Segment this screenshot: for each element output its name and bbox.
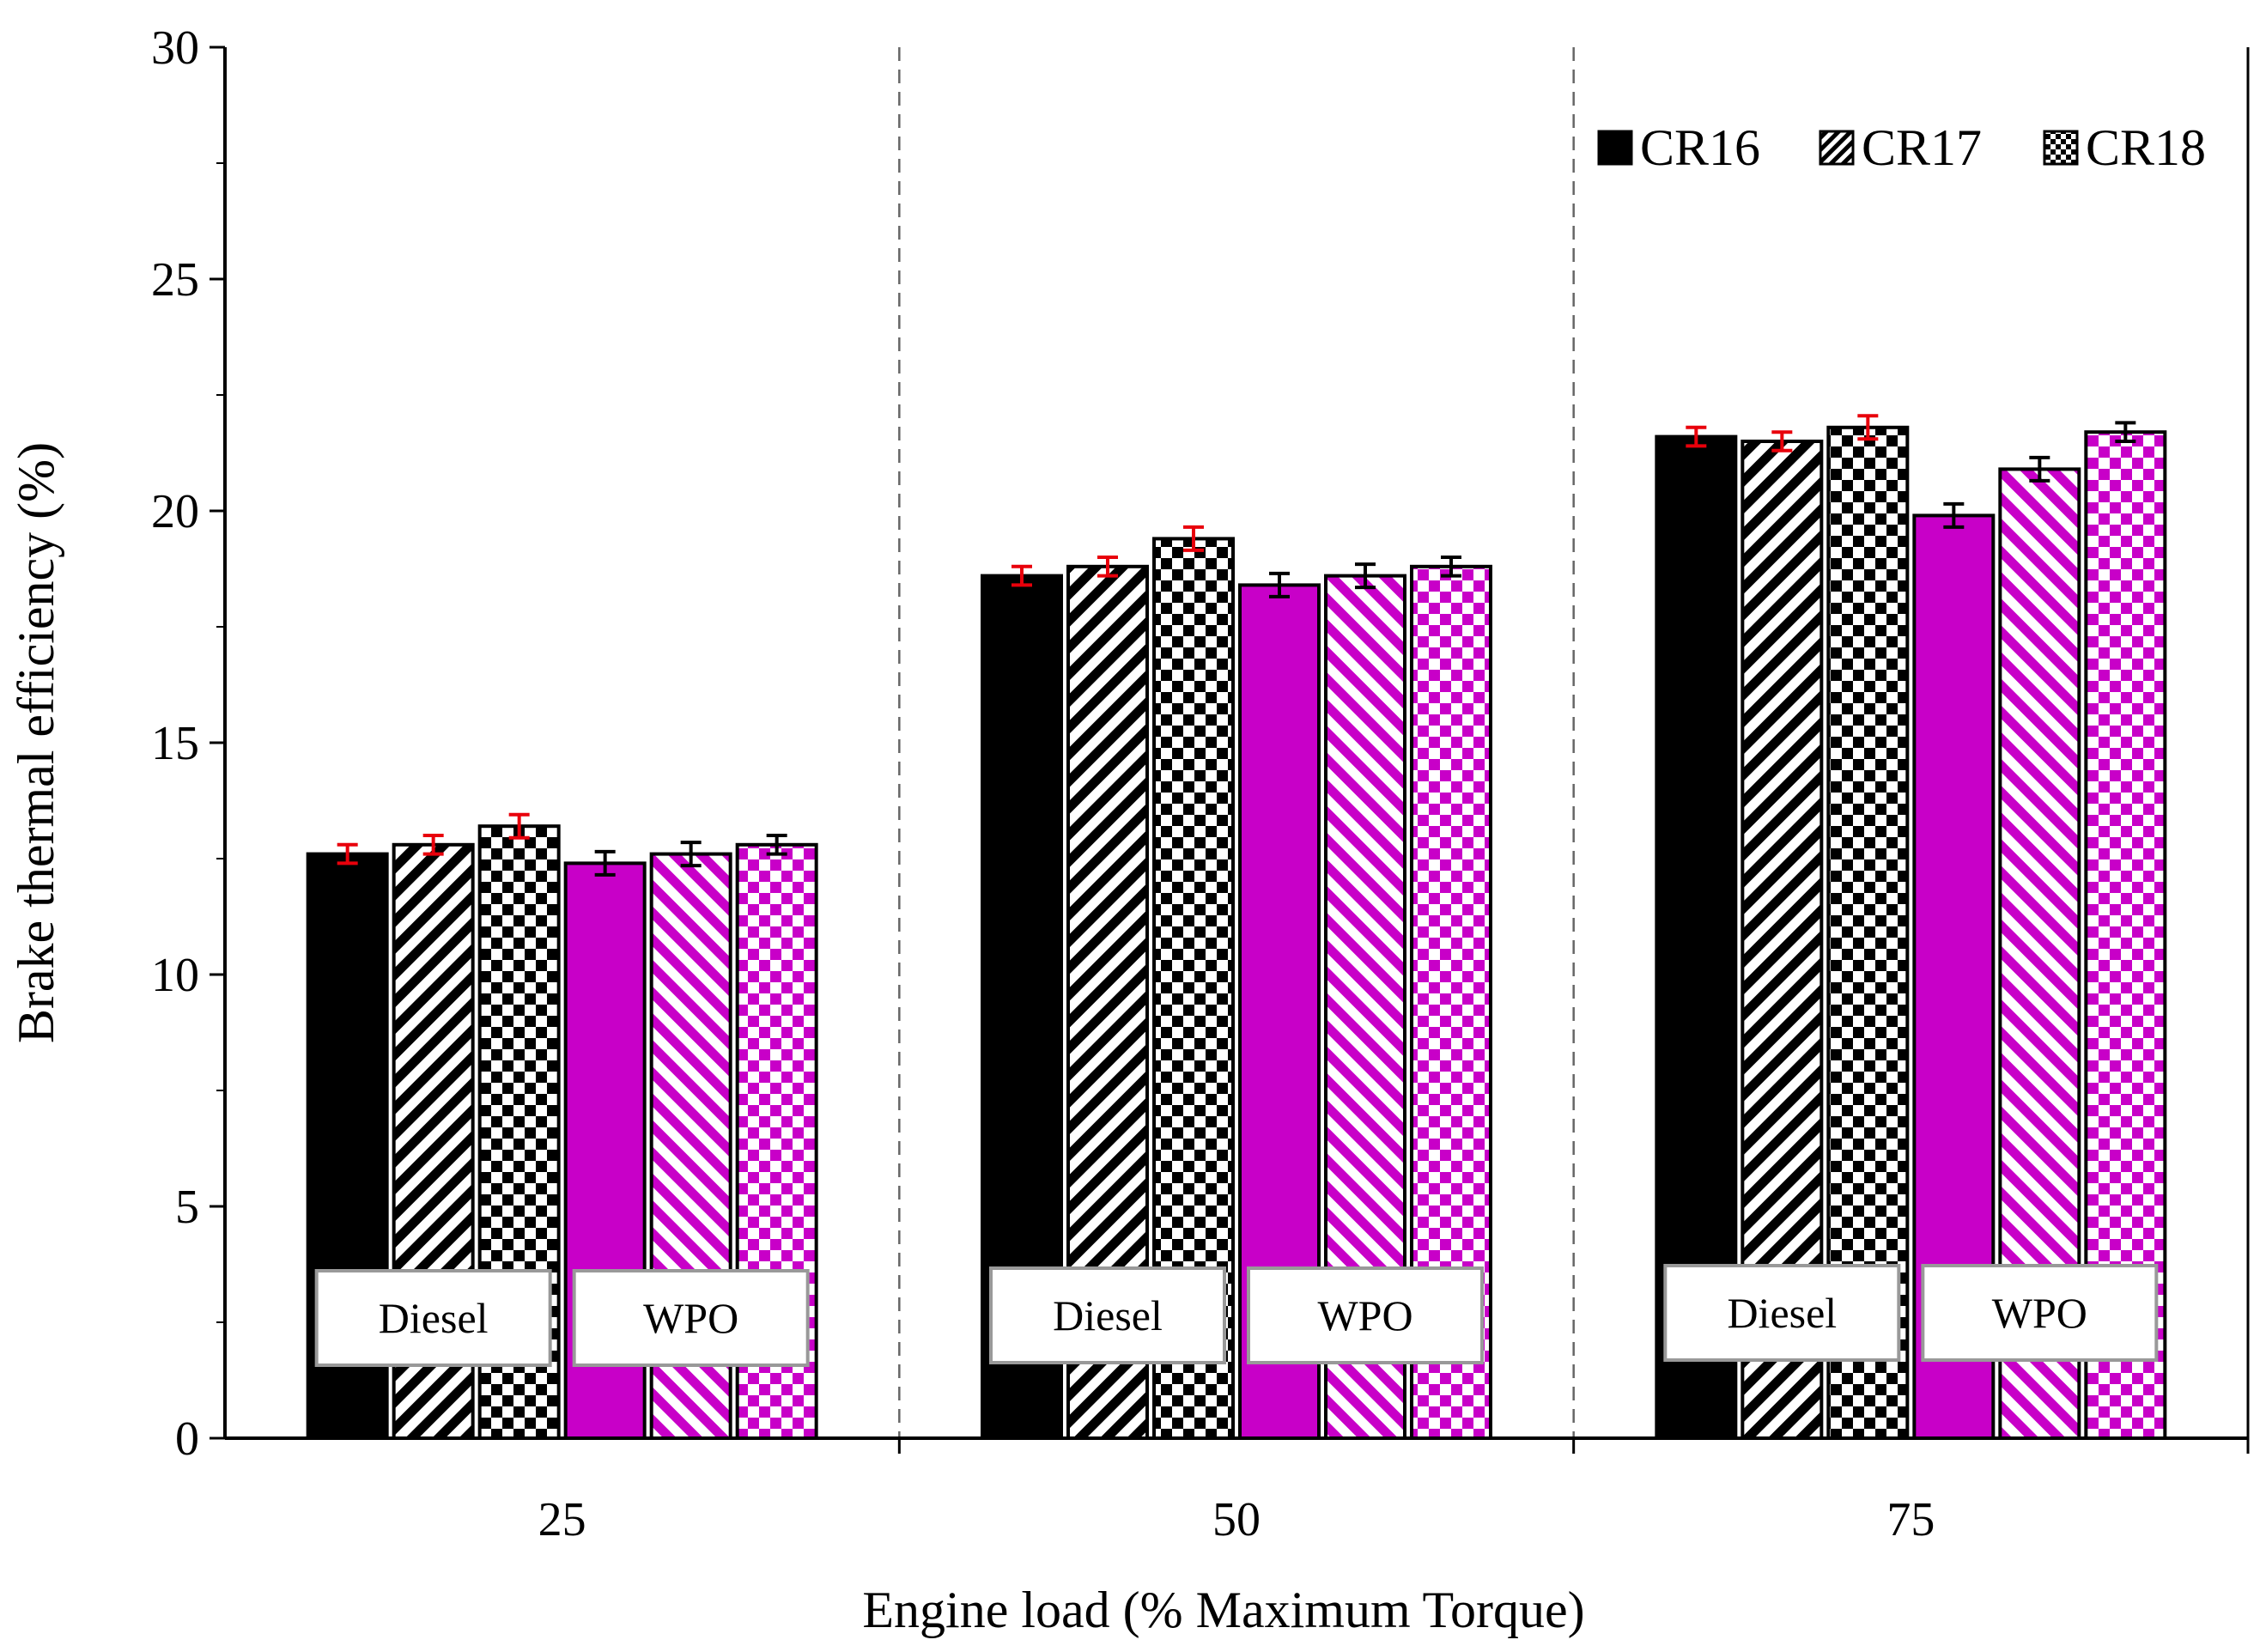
y-tick-label: 0 <box>175 1412 199 1466</box>
x-tick-label: 25 <box>538 1493 586 1546</box>
legend-label: CR18 <box>2086 119 2206 176</box>
ticks: 0 5 10 15 20 25 30 25 50 75 <box>151 21 2250 1546</box>
fuel-label-box <box>1921 1264 2159 1362</box>
x-axis-title: Engine load (% Maximum Torque) <box>862 1582 1584 1638</box>
y-tick-label: 15 <box>151 717 199 770</box>
error-bar-diesel-cr16-75 <box>1686 425 1707 448</box>
error-bar-wpo-cr18-75 <box>2115 421 2136 443</box>
fuel-label: Diesel <box>1727 1289 1837 1337</box>
error-bar-diesel-cr17-50 <box>1097 556 1118 578</box>
error-bar-wpo-cr16-25 <box>594 849 616 877</box>
y-tick-label: 10 <box>151 949 199 1002</box>
legend-label: CR16 <box>1640 119 1760 176</box>
fuel-label-box <box>572 1269 810 1367</box>
error-bar-wpo-cr18-50 <box>1441 556 1461 578</box>
fuel-label: WPO <box>1317 1291 1412 1339</box>
error-bar-diesel-cr16-50 <box>1011 564 1032 587</box>
legend-item-cr18: CR18 <box>2043 119 2206 176</box>
error-bars <box>337 414 2136 877</box>
error-bar-diesel-cr18-25 <box>508 812 530 840</box>
legend-swatch <box>1597 130 1633 166</box>
legend-label: CR17 <box>1862 119 1982 176</box>
legend-swatch <box>1819 130 1855 166</box>
error-bar-wpo-cr16-50 <box>1269 571 1290 598</box>
x-tick-label: 50 <box>1212 1493 1261 1546</box>
plot-area <box>898 47 1575 1438</box>
y-tick-label: 30 <box>151 21 199 75</box>
legend-item-cr16: CR16 <box>1597 119 1760 176</box>
fuel-label-box <box>1663 1264 1901 1362</box>
error-bar-diesel-cr16-25 <box>337 842 358 865</box>
error-bar-diesel-cr18-75 <box>1857 414 1879 441</box>
x-tick-label: 75 <box>1886 1493 1935 1546</box>
fuel-label: Diesel <box>379 1294 489 1342</box>
error-bar-diesel-cr18-50 <box>1183 525 1204 552</box>
error-bar-wpo-cr18-25 <box>766 834 787 856</box>
y-tick-label: 25 <box>151 253 199 307</box>
error-bar-diesel-cr17-75 <box>1771 430 1793 452</box>
legend: CR16 CR17 CR18 <box>1597 119 2206 176</box>
legend-item-cr17: CR17 <box>1819 119 1982 176</box>
error-bar-wpo-cr17-75 <box>2029 455 2050 483</box>
legend-swatch <box>2043 130 2079 166</box>
y-tick-label: 20 <box>151 485 199 538</box>
fuel-label: WPO <box>1992 1289 2087 1337</box>
fuel-label: Diesel <box>1053 1291 1163 1339</box>
fuel-labels: Diesel WPO Diesel WPO Diesel WPO <box>314 1264 2159 1367</box>
error-bar-wpo-cr17-25 <box>680 841 702 868</box>
fuel-label-box <box>1247 1266 1484 1364</box>
error-bar-wpo-cr16-75 <box>1943 501 1965 529</box>
fuel-label-box <box>314 1269 552 1367</box>
fuel-label: WPO <box>643 1294 738 1342</box>
error-bar-wpo-cr17-50 <box>1355 562 1376 590</box>
y-tick-label: 5 <box>175 1181 199 1234</box>
y-axis-title: Brake thermal efficiency (%) <box>8 442 64 1043</box>
fuel-label-box <box>989 1266 1226 1364</box>
error-bar-diesel-cr17-25 <box>422 834 444 856</box>
